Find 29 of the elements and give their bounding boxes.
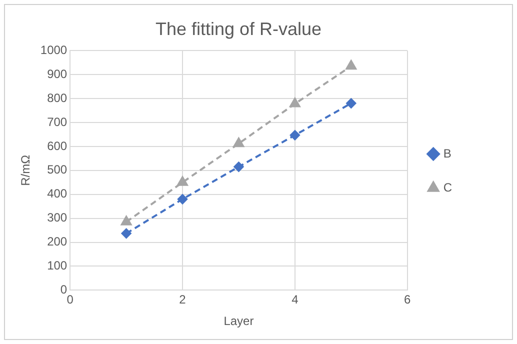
point — [290, 98, 300, 108]
y-tick-label: 0 — [60, 282, 68, 297]
x-tick-label: 4 — [292, 292, 299, 307]
y-tick-label: 800 — [47, 90, 68, 105]
point — [178, 194, 188, 204]
point — [346, 60, 356, 70]
point — [346, 98, 356, 108]
x-tick-label: 6 — [404, 292, 411, 307]
y-tick-label: 700 — [47, 114, 68, 129]
point — [121, 228, 132, 238]
y-tick-label: 200 — [47, 234, 68, 249]
y-axis-title: R/mΩ — [18, 154, 33, 186]
y-tick-label: 300 — [47, 210, 68, 225]
point — [233, 138, 244, 148]
y-tick-label: 600 — [47, 138, 68, 153]
legend-label: B — [443, 146, 452, 160]
y-tick-label: 500 — [47, 162, 68, 177]
x-tick-label: 2 — [179, 292, 186, 307]
point — [177, 176, 188, 186]
chart-title: The fitting of R-value — [155, 18, 322, 39]
y-tick-label: 400 — [47, 186, 68, 201]
y-tick-label: 1000 — [40, 42, 68, 57]
y-tick-label: 900 — [47, 66, 68, 81]
y-tick-label: 100 — [47, 258, 68, 273]
x-axis-title: Layer — [224, 314, 254, 328]
legend-label: C — [443, 180, 452, 194]
point — [234, 162, 244, 172]
point — [290, 130, 300, 140]
point — [120, 216, 132, 226]
